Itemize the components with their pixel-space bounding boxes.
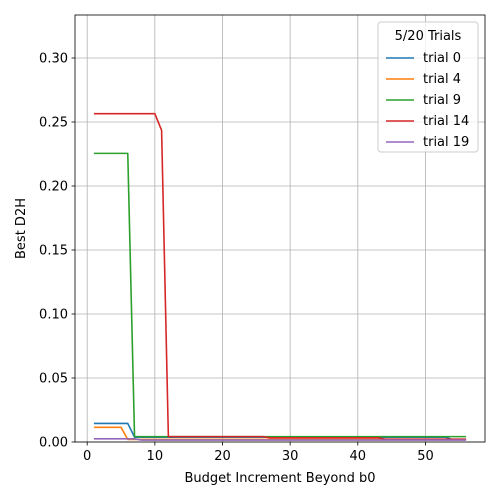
series-line-trial-19 bbox=[93, 437, 467, 441]
legend-box bbox=[377, 21, 479, 153]
legend: 5/20 Trials trial 0 trial 4 trial 9 trial 1… bbox=[377, 21, 479, 153]
y-tick-label: 0.25 bbox=[39, 116, 68, 131]
x-tick-label: 0 bbox=[83, 449, 91, 464]
plot-area-frame bbox=[74, 14, 486, 443]
legend-label: trial 0 bbox=[423, 51, 461, 66]
x-tick-label: 10 bbox=[147, 449, 164, 464]
x-tick-label: 40 bbox=[350, 449, 367, 464]
y-axis-label: Best D2H bbox=[14, 198, 29, 259]
y-tick-label: 0.10 bbox=[39, 308, 68, 323]
y-tick-label: 0.15 bbox=[39, 244, 68, 259]
axis-ticks: 0 10 20 30 40 50 0.00 0.05 0.10 0.15 0.20 0.25 0.30 bbox=[39, 52, 434, 464]
x-tick-label: 50 bbox=[417, 449, 434, 464]
series-lines bbox=[93, 112, 467, 441]
legend-label: trial 9 bbox=[423, 93, 461, 108]
y-tick-label: 0.00 bbox=[39, 436, 68, 451]
x-tick-label: 30 bbox=[282, 449, 299, 464]
y-tick-label: 0.05 bbox=[39, 372, 68, 387]
series-line-trial-9 bbox=[93, 152, 467, 438]
x-tick-label: 20 bbox=[214, 449, 231, 464]
series-line-trial-14 bbox=[93, 112, 467, 440]
legend-label: trial 14 bbox=[423, 114, 469, 129]
y-tick-label: 0.20 bbox=[39, 180, 68, 195]
legend-label: trial 4 bbox=[423, 72, 461, 87]
x-axis-label: Budget Increment Beyond b0 bbox=[184, 471, 375, 486]
legend-title: 5/20 Trials bbox=[395, 29, 462, 44]
y-tick-label: 0.30 bbox=[39, 52, 68, 67]
legend-label: trial 19 bbox=[423, 135, 469, 150]
legend-entries: trial 0 trial 4 trial 9 trial 14 trial 19 bbox=[386, 51, 469, 150]
